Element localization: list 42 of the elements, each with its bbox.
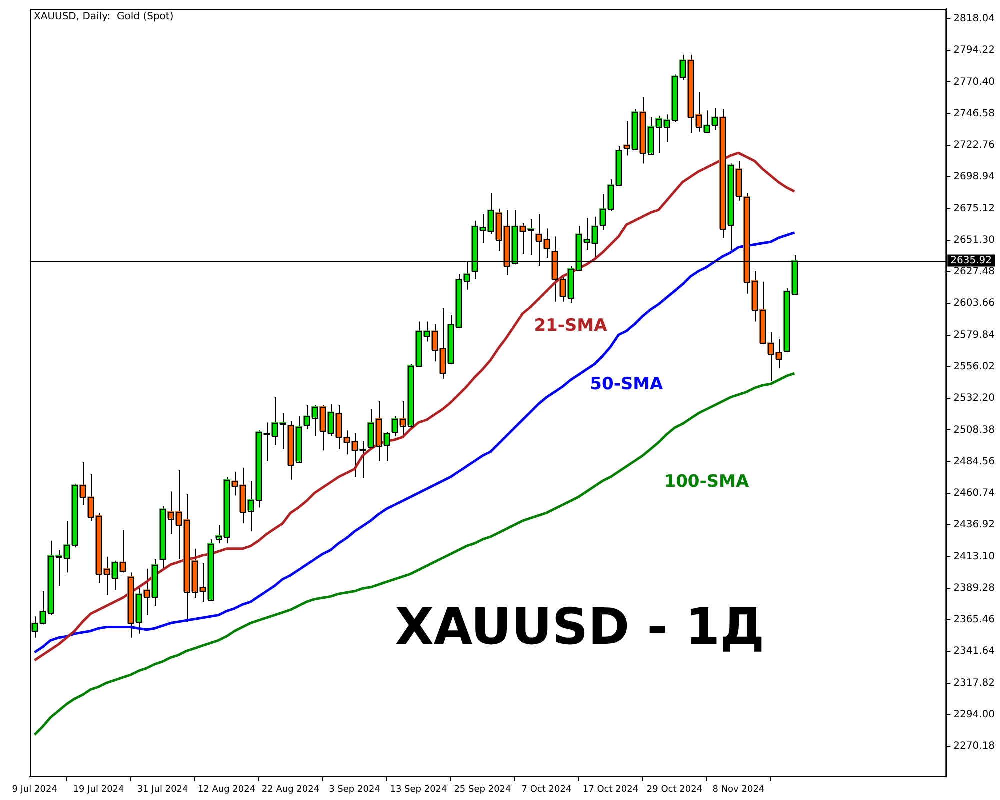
y-tick-label: 2294.00	[954, 710, 996, 721]
y-tick-label: 2556.02	[954, 362, 996, 373]
y-tick-label: 2722.76	[954, 140, 996, 152]
y-tick-label: 2603.66	[954, 298, 996, 310]
x-tick-label: 12 Aug 2024	[198, 784, 256, 795]
y-tick-label: 2532.20	[954, 393, 996, 404]
chart-title: XAUUSD, Daily: Gold (Spot)	[34, 12, 174, 23]
y-tick-label: 2508.38	[954, 424, 996, 436]
x-tick-label: 31 Jul 2024	[137, 784, 189, 795]
y-tick-label: 2579.84	[954, 330, 996, 341]
series-label: 100-SMA	[664, 472, 750, 492]
x-tick-label: 9 Jul 2024	[12, 784, 58, 795]
y-tick-label: 2365.46	[954, 614, 996, 626]
x-tick-label: 22 Aug 2024	[262, 784, 320, 795]
annotation: XAUUSD - 1Д	[395, 598, 765, 656]
y-tick-label: 2818.04	[954, 14, 996, 24]
y-tick-label: 2270.18	[954, 741, 996, 752]
y-tick-label: 2794.22	[954, 45, 996, 56]
y-tick-label: 2317.82	[954, 678, 996, 689]
x-tick-label: 3 Sep 2024	[329, 784, 381, 795]
x-tick-label: 17 Oct 2024	[582, 784, 639, 795]
y-tick-label: 2484.56	[954, 456, 996, 468]
x-tick-label: 8 Nov 2024	[712, 784, 765, 795]
y-tick-label: 2413.10	[954, 551, 996, 562]
y-tick-label: 2389.28	[954, 582, 996, 594]
x-tick-label: 29 Oct 2024	[646, 784, 703, 795]
y-tick-label: 2675.12	[954, 203, 996, 214]
x-tick-label: 19 Jul 2024	[73, 784, 125, 795]
y-tick-label: 2746.58	[954, 108, 996, 120]
series-label: 21-SMA	[534, 316, 608, 336]
x-tick-label: 13 Sep 2024	[390, 784, 448, 795]
ref-line-label: 2635.92	[950, 255, 992, 266]
y-tick-label: 2651.30	[954, 234, 996, 246]
y-tick-label: 2436.92	[954, 520, 996, 531]
y-tick-label: 2698.94	[954, 172, 996, 183]
x-tick-label: 7 Oct 2024	[522, 784, 572, 795]
y-tick-label: 2341.64	[954, 646, 996, 658]
y-tick-label: 2627.48	[954, 266, 996, 278]
y-tick-label: 2770.40	[954, 76, 996, 88]
series-label: 50-SMA	[590, 374, 664, 394]
y-tick-label: 2460.74	[954, 488, 996, 500]
x-tick-label: 25 Sep 2024	[454, 784, 512, 795]
